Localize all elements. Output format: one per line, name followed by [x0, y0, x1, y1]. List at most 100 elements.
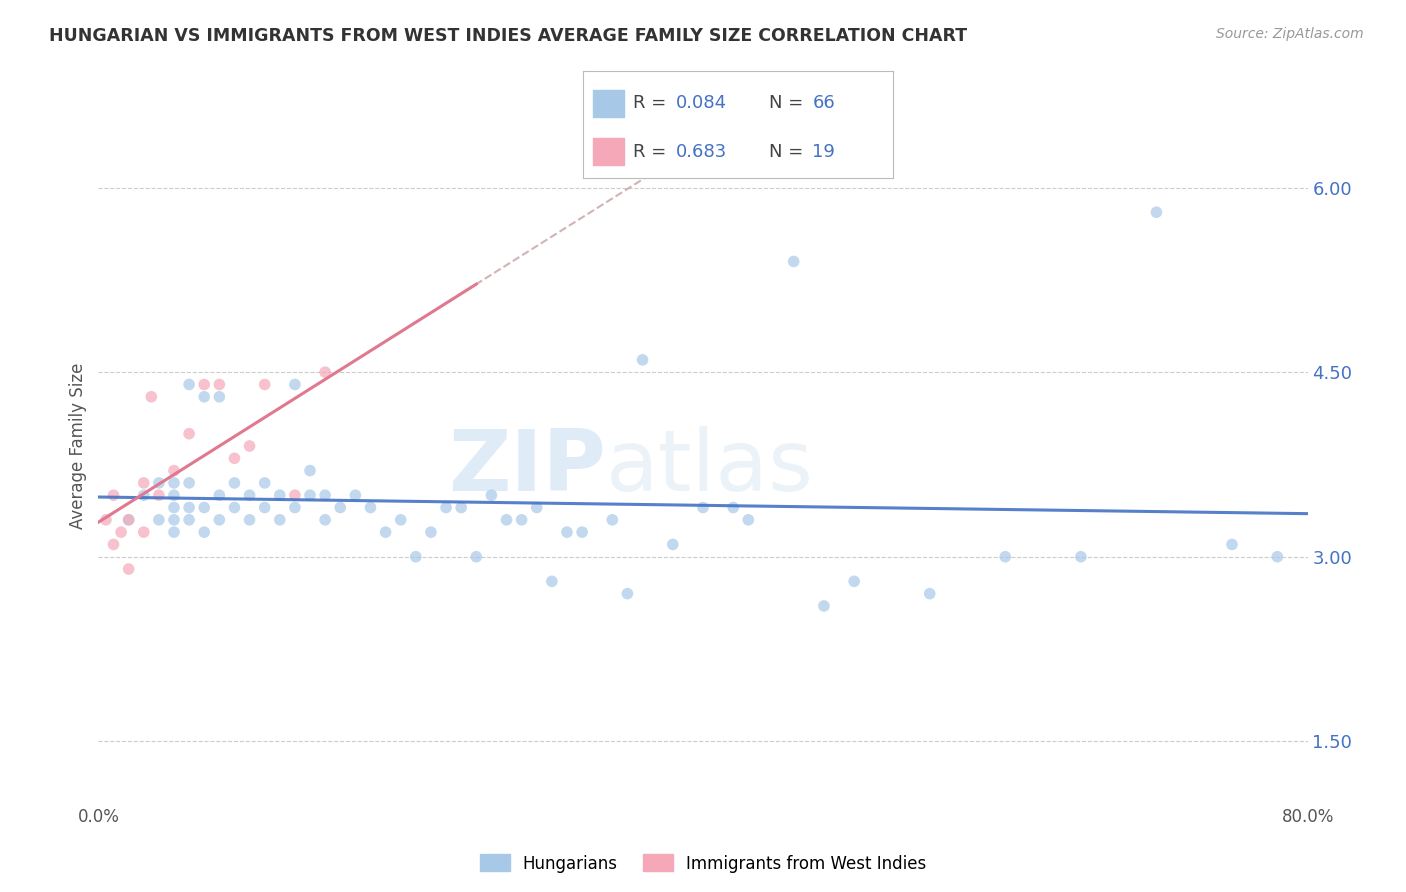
- Point: [299, 464, 322, 478]
- Point: [329, 500, 352, 515]
- Point: [193, 525, 215, 540]
- Point: [420, 525, 443, 540]
- Point: [1144, 205, 1167, 219]
- Point: [344, 488, 367, 502]
- Point: [110, 525, 132, 540]
- Point: [163, 513, 186, 527]
- Point: [844, 574, 866, 589]
- Point: [918, 587, 941, 601]
- Point: [118, 562, 141, 576]
- Point: [103, 488, 125, 502]
- Point: [526, 500, 548, 515]
- Text: N =: N =: [769, 95, 808, 112]
- Point: [1220, 537, 1243, 551]
- Point: [163, 488, 186, 502]
- Point: [723, 500, 745, 515]
- Point: [193, 390, 215, 404]
- Point: [631, 352, 654, 367]
- Point: [208, 488, 231, 502]
- Point: [1267, 549, 1289, 564]
- Text: atlas: atlas: [606, 425, 814, 509]
- Text: 0.683: 0.683: [676, 143, 727, 161]
- Point: [148, 488, 170, 502]
- Bar: [593, 90, 624, 117]
- Point: [994, 549, 1017, 564]
- Point: [118, 513, 141, 527]
- Point: [253, 377, 276, 392]
- Point: [179, 475, 201, 490]
- Point: [132, 525, 155, 540]
- Point: [163, 475, 186, 490]
- Point: [284, 377, 307, 392]
- Point: [193, 377, 215, 392]
- Point: [314, 488, 336, 502]
- Point: [602, 513, 624, 527]
- Point: [299, 488, 322, 502]
- Point: [555, 525, 578, 540]
- Text: R =: R =: [633, 95, 672, 112]
- Point: [163, 500, 186, 515]
- Text: 0.084: 0.084: [676, 95, 727, 112]
- Point: [269, 513, 291, 527]
- Point: [179, 377, 201, 392]
- Legend: Hungarians, Immigrants from West Indies: Hungarians, Immigrants from West Indies: [472, 847, 934, 880]
- Bar: [593, 138, 624, 165]
- Point: [405, 549, 427, 564]
- Point: [239, 513, 262, 527]
- Point: [540, 574, 562, 589]
- Point: [163, 464, 186, 478]
- Point: [450, 500, 472, 515]
- Point: [495, 513, 517, 527]
- Point: [374, 525, 396, 540]
- Point: [148, 513, 170, 527]
- Point: [616, 587, 638, 601]
- Point: [118, 513, 141, 527]
- Point: [813, 599, 835, 613]
- Point: [253, 500, 276, 515]
- Point: [179, 513, 201, 527]
- Point: [692, 500, 714, 515]
- Point: [132, 488, 155, 502]
- Point: [360, 500, 382, 515]
- Text: ZIP: ZIP: [449, 425, 606, 509]
- Point: [94, 513, 117, 527]
- Text: 66: 66: [813, 95, 835, 112]
- Point: [179, 500, 201, 515]
- Point: [510, 513, 533, 527]
- Point: [389, 513, 412, 527]
- Point: [737, 513, 759, 527]
- Point: [284, 500, 307, 515]
- Point: [224, 475, 246, 490]
- Text: N =: N =: [769, 143, 808, 161]
- Text: HUNGARIAN VS IMMIGRANTS FROM WEST INDIES AVERAGE FAMILY SIZE CORRELATION CHART: HUNGARIAN VS IMMIGRANTS FROM WEST INDIES…: [49, 27, 967, 45]
- Point: [253, 475, 276, 490]
- Point: [465, 549, 488, 564]
- Point: [314, 513, 336, 527]
- Point: [148, 475, 170, 490]
- Point: [208, 513, 231, 527]
- Point: [193, 500, 215, 515]
- Point: [783, 254, 806, 268]
- Point: [1070, 549, 1092, 564]
- Point: [571, 525, 593, 540]
- Point: [661, 537, 683, 551]
- Point: [239, 439, 262, 453]
- Point: [314, 365, 336, 379]
- Point: [103, 537, 125, 551]
- Point: [208, 377, 231, 392]
- Point: [434, 500, 457, 515]
- Point: [224, 451, 246, 466]
- Point: [224, 500, 246, 515]
- Point: [481, 488, 503, 502]
- Point: [269, 488, 291, 502]
- Y-axis label: Average Family Size: Average Family Size: [69, 363, 87, 529]
- Point: [132, 475, 155, 490]
- Text: 19: 19: [813, 143, 835, 161]
- Text: Source: ZipAtlas.com: Source: ZipAtlas.com: [1216, 27, 1364, 41]
- Point: [284, 488, 307, 502]
- Point: [208, 390, 231, 404]
- Point: [239, 488, 262, 502]
- Point: [141, 390, 163, 404]
- Point: [163, 525, 186, 540]
- Text: R =: R =: [633, 143, 672, 161]
